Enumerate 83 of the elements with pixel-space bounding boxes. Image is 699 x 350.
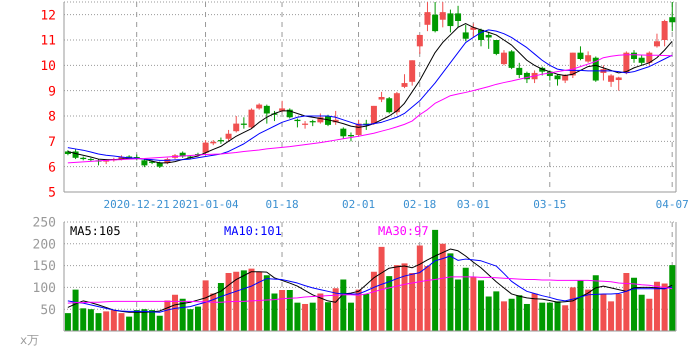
- y-tick-label: 12: [40, 8, 56, 24]
- y-axis-title: x万: [20, 333, 40, 347]
- bar: [508, 298, 515, 331]
- bar: [317, 294, 324, 331]
- x-tick-label: 2021-01-04: [172, 198, 240, 211]
- bar: [103, 311, 110, 331]
- x-tick-label: 02-18: [403, 198, 436, 211]
- bar: [470, 276, 476, 331]
- bar: [180, 298, 186, 331]
- candlestick: [226, 129, 232, 142]
- candlestick: [233, 116, 240, 133]
- y-tick-label: 200: [32, 237, 56, 252]
- line-series: [67, 54, 673, 164]
- candlestick: [416, 34, 423, 54]
- y-tick-label: 11: [40, 34, 56, 49]
- candlestick: [394, 91, 400, 116]
- bar: [577, 280, 584, 331]
- bar: [570, 287, 576, 331]
- bar: [585, 290, 592, 331]
- bar: [302, 304, 308, 331]
- bar: [310, 302, 316, 331]
- candlestick: [462, 24, 469, 42]
- bar: [440, 244, 446, 331]
- candlestick: [585, 50, 592, 64]
- candlestick: [386, 96, 392, 114]
- bar: [279, 290, 286, 331]
- candlestick: [440, 2, 446, 28]
- y-tick-label: 50: [40, 302, 56, 318]
- bar: [592, 275, 599, 331]
- candlestick: [493, 40, 500, 56]
- candlestick: [240, 116, 247, 130]
- bar: [562, 305, 568, 331]
- candlestick: [654, 33, 660, 48]
- bar: [532, 294, 538, 331]
- y-tick-label: 250: [32, 216, 56, 231]
- bar: [363, 294, 370, 331]
- bar: [493, 291, 500, 331]
- text: MA5:105: [70, 224, 122, 238]
- candlestick: [370, 105, 377, 126]
- candlestick: [662, 19, 668, 47]
- x-tick-label: 03-15: [533, 198, 566, 211]
- bar: [325, 302, 332, 331]
- y-tick-label: 9: [48, 84, 56, 100]
- candlestick: [432, 2, 438, 33]
- y-tick-label: 6: [48, 160, 56, 176]
- y-tick-label: 8: [48, 110, 56, 125]
- candlestick: [508, 50, 515, 70]
- x-tick-label: 01-18: [265, 198, 299, 211]
- candlestick: [402, 74, 408, 89]
- bar: [126, 316, 132, 331]
- bar: [332, 288, 339, 331]
- y-tick-label: 7: [48, 134, 56, 150]
- text: MA30:97: [378, 224, 430, 238]
- x-tick-label: 03-01: [456, 198, 490, 211]
- y-tick-label: 10: [40, 58, 56, 74]
- candlestick: [424, 2, 430, 32]
- bar: [210, 294, 216, 331]
- bar: [240, 270, 247, 331]
- bar: [669, 265, 676, 331]
- bar: [356, 290, 362, 331]
- bar: [539, 302, 546, 331]
- candlestick: [500, 50, 507, 66]
- x-tick-label: 2020-12-21: [104, 198, 170, 211]
- x-tick-label: 04-07: [656, 198, 689, 211]
- line-series: [67, 276, 673, 304]
- bar: [386, 276, 392, 331]
- bar: [218, 283, 224, 331]
- candlestick: [409, 60, 416, 86]
- y-tick-label: 5: [48, 186, 56, 201]
- bar: [500, 301, 507, 331]
- candlestick: [669, 2, 676, 32]
- bar: [432, 230, 438, 331]
- x-tick-label: 02-01: [342, 198, 376, 211]
- y-tick-label: 100: [32, 281, 56, 296]
- bar: [623, 273, 630, 331]
- text: MA10:101: [224, 224, 283, 238]
- candlestick: [264, 104, 270, 124]
- candlestick: [248, 108, 255, 130]
- candlestick: [577, 46, 584, 61]
- bar: [202, 280, 209, 331]
- y-tick-label: 150: [32, 259, 56, 274]
- candlestick: [202, 140, 209, 154]
- candlestick: [378, 91, 385, 103]
